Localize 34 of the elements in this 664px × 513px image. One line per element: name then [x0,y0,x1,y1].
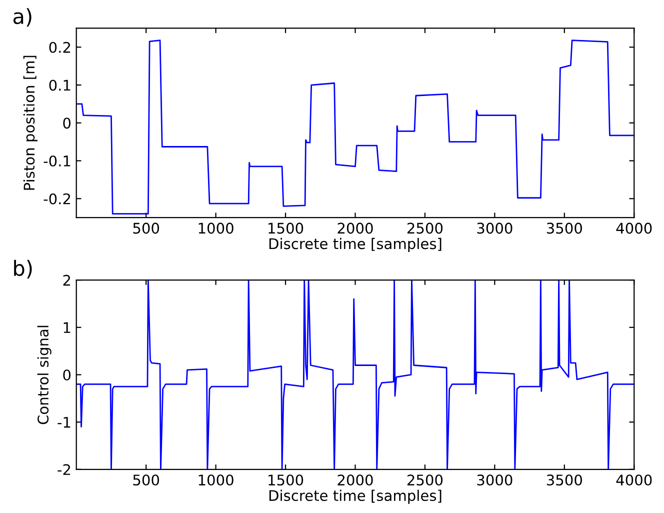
x-tick-label: 1500 [268,222,304,234]
line-series [76,40,634,214]
y-tick-label: 1 [64,322,70,333]
x-tick-label: 1000 [198,474,234,486]
y-tick-label: -0.1 [44,155,70,167]
x-tick-label: 2500 [407,474,443,486]
x-tick-label: 3000 [477,474,512,486]
y-tick-label: -0.2 [44,193,70,204]
line-series [76,280,634,470]
x-tick-label: 1000 [198,222,234,234]
x-tick-label: 3500 [546,222,582,234]
y-tick-label: 2 [63,274,70,286]
x-tick-label: 500 [133,474,160,486]
x-axis-title: Discrete time [samples] [269,490,442,504]
x-axis-title: Discrete time [samples] [269,238,442,252]
y-tick-label: -1 [58,416,70,428]
x-tick-label: 2000 [338,474,373,486]
x-tick-label: 4000 [616,474,652,486]
y-axis-title: Control signal [37,326,52,424]
text: a) [13,8,32,27]
text: b) [14,260,32,278]
y-tick-label: -2 [58,464,70,475]
x-tick-label: 1500 [268,474,304,486]
x-tick-label: 3000 [477,222,512,234]
x-tick-label: 2000 [338,222,373,234]
x-tick-label: 2500 [407,222,443,234]
x-tick-label: 3500 [546,474,582,486]
x-tick-label: 4000 [616,222,652,234]
y-tick-label: 0.1 [49,80,70,91]
x-tick-label: 500 [133,222,160,234]
y-tick-label: 0 [63,369,71,380]
y-tick-label: 0.2 [49,42,70,53]
y-tick-label: 0 [63,118,71,129]
y-axis-title: Piston position [m] [23,56,38,190]
